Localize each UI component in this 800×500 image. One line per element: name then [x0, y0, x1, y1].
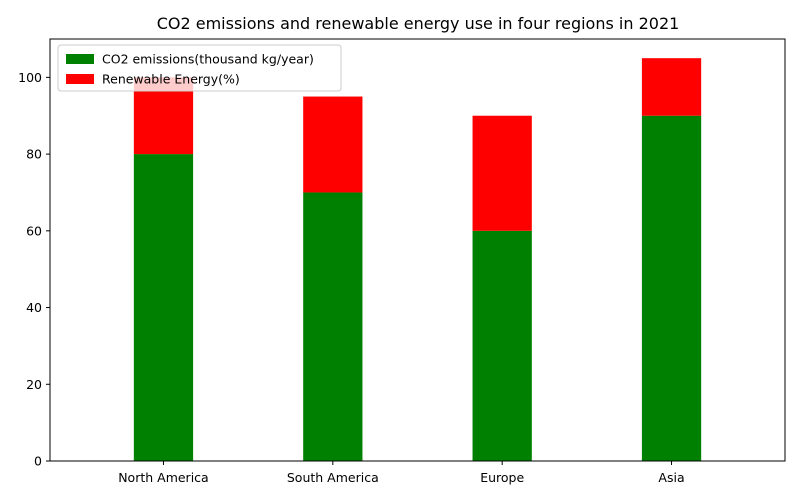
legend-label: CO2 emissions(thousand kg/year) — [102, 52, 314, 67]
legend-swatch — [66, 74, 94, 84]
x-tick-label: Asia — [658, 470, 684, 485]
bar-europe-series-1 — [472, 230, 532, 461]
chart-title: CO2 emissions and renewable energy use i… — [157, 14, 680, 33]
y-tick-label: 100 — [18, 70, 42, 85]
y-tick-label: 0 — [34, 454, 42, 469]
bar-asia-series-2 — [641, 58, 702, 116]
bar-north-america-series-1 — [133, 154, 194, 461]
axes-group: 0 20 40 60 80 100 North America South America Eu… — [18, 38, 786, 485]
legend-swatch — [66, 54, 94, 64]
y-tick-label: 40 — [26, 300, 42, 315]
legend-box — [57, 44, 342, 92]
plot-frame — [49, 38, 786, 462]
x-tick-label: Europe — [480, 470, 524, 485]
bar-europe-series-2 — [472, 115, 532, 231]
y-tick-label: 20 — [26, 377, 42, 392]
legend: CO2 emissions(thousand kg/year) Renewable… — [57, 44, 342, 92]
legend-label: Renewable Energy(%) — [102, 72, 240, 87]
y-tick-label: 80 — [26, 147, 42, 162]
bars-group — [133, 58, 702, 462]
bar-south-america-series-2 — [303, 96, 363, 193]
x-tick-label: North America — [118, 470, 209, 485]
y-tick-label: 60 — [26, 223, 42, 238]
x-tick-label: South America — [287, 470, 379, 485]
bar-asia-series-1 — [641, 115, 702, 462]
bar-south-america-series-1 — [303, 192, 363, 462]
